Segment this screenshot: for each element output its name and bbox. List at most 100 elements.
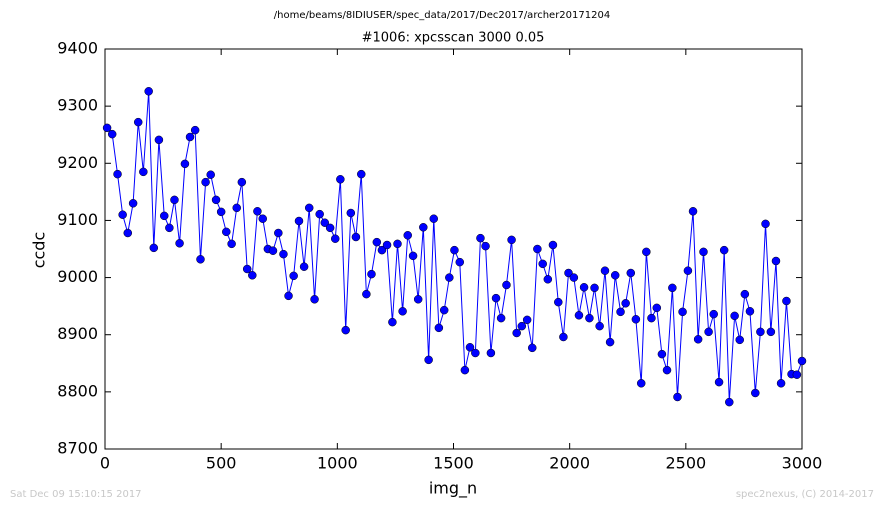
footer-left: Sat Dec 09 15:10:15 2017 bbox=[10, 489, 142, 500]
data-point bbox=[123, 228, 133, 238]
data-point bbox=[709, 309, 718, 319]
data-point bbox=[159, 211, 169, 221]
data-point bbox=[574, 311, 584, 320]
data-point bbox=[465, 343, 475, 352]
data-point bbox=[128, 199, 138, 208]
data-point bbox=[631, 315, 641, 324]
data-point bbox=[647, 313, 656, 323]
data-point bbox=[279, 249, 288, 259]
data-point bbox=[662, 365, 672, 375]
x-tick-label: 1000 bbox=[317, 454, 358, 473]
data-point bbox=[450, 245, 459, 255]
data-point bbox=[102, 123, 112, 133]
data-point bbox=[605, 337, 615, 347]
data-point bbox=[439, 305, 449, 315]
data-point bbox=[512, 328, 521, 338]
data-point bbox=[294, 216, 304, 226]
data-point bbox=[585, 313, 594, 323]
data-point bbox=[590, 283, 599, 293]
data-point bbox=[595, 321, 604, 331]
y-tick-label: 8700 bbox=[57, 439, 98, 458]
data-point bbox=[652, 303, 662, 313]
data-point bbox=[548, 240, 558, 250]
data-point bbox=[424, 355, 433, 365]
data-point bbox=[185, 132, 195, 142]
data-point bbox=[341, 325, 350, 335]
data-point bbox=[403, 231, 412, 240]
data-point bbox=[683, 266, 693, 275]
data-point bbox=[351, 232, 361, 242]
x-tick-label: 500 bbox=[206, 454, 237, 473]
data-point bbox=[113, 169, 122, 179]
data-point bbox=[579, 283, 589, 292]
data-point bbox=[761, 219, 770, 229]
data-point bbox=[107, 129, 117, 139]
data-point bbox=[491, 293, 501, 303]
data-point bbox=[310, 295, 319, 304]
data-point bbox=[725, 397, 734, 407]
data-point bbox=[258, 214, 268, 223]
data-point bbox=[554, 297, 563, 307]
data-point bbox=[740, 289, 750, 299]
data-point bbox=[626, 268, 636, 278]
y-tick-label: 9100 bbox=[57, 210, 98, 229]
data-point bbox=[517, 321, 527, 331]
data-point bbox=[222, 227, 231, 237]
data-point bbox=[460, 365, 470, 375]
data-point bbox=[533, 244, 542, 254]
data-point bbox=[621, 299, 630, 308]
data-point bbox=[455, 257, 465, 267]
data-point bbox=[336, 175, 345, 184]
data-point bbox=[377, 245, 387, 255]
data-point bbox=[201, 177, 210, 187]
y-axis-label: ccdc bbox=[30, 232, 49, 269]
data-point bbox=[502, 280, 511, 290]
x-tick-label: 0 bbox=[100, 454, 110, 473]
data-point bbox=[346, 208, 356, 218]
data-point bbox=[419, 223, 428, 232]
data-point bbox=[693, 335, 703, 344]
data-point bbox=[216, 207, 226, 217]
data-point bbox=[175, 239, 184, 248]
data-point bbox=[357, 169, 366, 179]
data-point bbox=[367, 269, 376, 279]
data-point bbox=[434, 323, 444, 333]
data-point bbox=[274, 228, 283, 238]
data-point bbox=[636, 379, 646, 388]
data-point bbox=[642, 247, 651, 257]
data-point bbox=[154, 135, 164, 145]
data-point bbox=[408, 251, 418, 261]
data-point bbox=[673, 392, 682, 402]
data-point bbox=[507, 235, 516, 245]
data-point bbox=[149, 243, 159, 253]
data-point bbox=[372, 237, 382, 247]
data-point bbox=[388, 317, 397, 327]
data-point bbox=[766, 327, 776, 337]
data-point bbox=[528, 343, 537, 353]
data-point bbox=[751, 388, 760, 398]
data-point bbox=[792, 370, 802, 379]
data-point bbox=[569, 273, 579, 282]
data-point bbox=[771, 256, 781, 266]
data-point bbox=[144, 87, 153, 96]
data-point bbox=[445, 273, 454, 282]
data-point bbox=[299, 262, 309, 271]
data-point bbox=[393, 239, 402, 249]
data-point bbox=[797, 356, 807, 366]
data-point bbox=[325, 223, 335, 233]
suptitle: /home/beams/8IDIUSER/spec_data/2017/Dec2… bbox=[274, 10, 610, 21]
data-point bbox=[704, 327, 713, 337]
data-point bbox=[496, 313, 506, 323]
data-point bbox=[543, 275, 553, 284]
data-point bbox=[668, 283, 677, 293]
data-point bbox=[170, 195, 179, 205]
data-point bbox=[133, 117, 143, 127]
data-point bbox=[471, 348, 480, 358]
data-point bbox=[429, 214, 439, 223]
data-point bbox=[320, 218, 330, 227]
data-point bbox=[237, 177, 247, 187]
data-point bbox=[118, 210, 127, 219]
data-point bbox=[242, 264, 252, 274]
data-point bbox=[304, 203, 314, 213]
